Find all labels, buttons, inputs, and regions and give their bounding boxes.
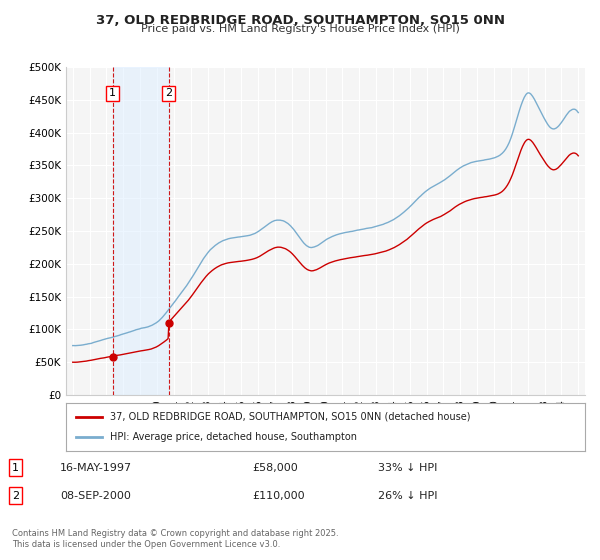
Text: 2: 2 xyxy=(12,491,19,501)
Text: £58,000: £58,000 xyxy=(252,463,298,473)
Text: 08-SEP-2000: 08-SEP-2000 xyxy=(60,491,131,501)
Text: Price paid vs. HM Land Registry's House Price Index (HPI): Price paid vs. HM Land Registry's House … xyxy=(140,24,460,34)
Text: 26% ↓ HPI: 26% ↓ HPI xyxy=(378,491,437,501)
Text: 33% ↓ HPI: 33% ↓ HPI xyxy=(378,463,437,473)
Text: 1: 1 xyxy=(12,463,19,473)
Text: 37, OLD REDBRIDGE ROAD, SOUTHAMPTON, SO15 0NN: 37, OLD REDBRIDGE ROAD, SOUTHAMPTON, SO1… xyxy=(95,14,505,27)
Text: £110,000: £110,000 xyxy=(252,491,305,501)
Text: 16-MAY-1997: 16-MAY-1997 xyxy=(60,463,132,473)
Text: 37, OLD REDBRIDGE ROAD, SOUTHAMPTON, SO15 0NN (detached house): 37, OLD REDBRIDGE ROAD, SOUTHAMPTON, SO1… xyxy=(110,412,470,422)
Text: HPI: Average price, detached house, Southampton: HPI: Average price, detached house, Sout… xyxy=(110,432,357,442)
Text: Contains HM Land Registry data © Crown copyright and database right 2025.
This d: Contains HM Land Registry data © Crown c… xyxy=(12,529,338,549)
Bar xyxy=(113,67,169,395)
Text: 2: 2 xyxy=(165,88,172,99)
Text: 1: 1 xyxy=(109,88,116,99)
